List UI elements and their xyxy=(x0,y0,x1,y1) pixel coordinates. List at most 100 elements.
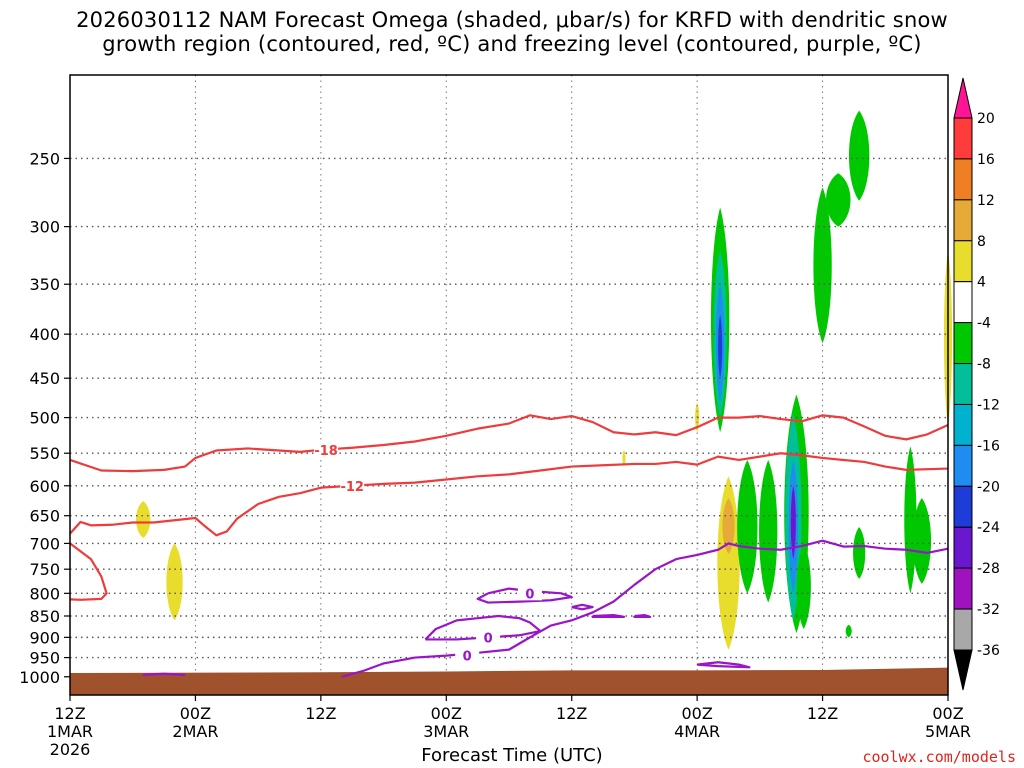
colorbar-label-3: 8 xyxy=(977,234,986,250)
omega-blob-16 xyxy=(796,543,811,629)
x-tick-label-4: 12Z xyxy=(556,704,587,723)
plot-frame xyxy=(69,74,949,696)
grid-layer xyxy=(70,75,948,695)
contour-temperature-1 xyxy=(69,452,949,537)
omega-blob-17 xyxy=(813,187,832,344)
omega-blob-11 xyxy=(759,459,778,603)
contour-label-3: 0 xyxy=(463,650,472,665)
omega-blob-23 xyxy=(912,498,932,584)
chart-title-line-2: growth region (contoured, red, ºC) and f… xyxy=(102,32,922,56)
contour-label-bg-5 xyxy=(517,585,542,601)
colorbar-band-4 xyxy=(953,281,973,324)
contour-freezing-8 xyxy=(633,614,652,618)
y-axis: 250 300 350 400 450 500 550 600 650 700 750 800 850 9… xyxy=(19,149,70,687)
y-tick-label-250: 250 xyxy=(29,149,60,168)
colorbar-label-7: -12 xyxy=(977,397,1000,413)
colorbar-band-3 xyxy=(953,240,973,283)
x-tick-label-5: 00Z xyxy=(681,704,712,723)
colorbar-band-5 xyxy=(953,322,973,365)
contour-freezing-9 xyxy=(697,661,751,669)
contour-temperature-2 xyxy=(69,542,108,601)
omega-blob-21 xyxy=(845,624,852,638)
x-tick-sublabel-3-0: 3MAR xyxy=(423,722,469,741)
omega-blob-20 xyxy=(853,527,866,580)
colorbar-label-6: -8 xyxy=(977,357,991,373)
contour-freezing-7 xyxy=(591,614,626,618)
x-tick-sublabel-7-0: 5MAR xyxy=(925,722,971,741)
omega-blob-10 xyxy=(737,459,758,594)
contour-temperature-0 xyxy=(69,414,949,473)
colorbar-band-8 xyxy=(953,444,973,487)
credit-text[interactable]: coolwx.com/models xyxy=(862,748,1016,766)
y-tick-label-800: 800 xyxy=(29,584,60,603)
contour-freezing-10 xyxy=(143,672,186,676)
contour-freezing-6 xyxy=(571,603,594,611)
colorbar-band-12 xyxy=(953,608,973,651)
contour-label-bg-3 xyxy=(455,647,480,663)
y-tick-label-550: 550 xyxy=(29,444,60,463)
x-tick-sublabel-1-0: 2MAR xyxy=(172,722,218,741)
y-tick-label-600: 600 xyxy=(29,477,60,496)
colorbar-label-5: -4 xyxy=(977,316,991,332)
colorbar-legend: 20 16 12 8 4 -4 -8 -12 -16 -20 -24 -28 -32 -36 xyxy=(953,77,1000,691)
omega-blob-19 xyxy=(848,110,870,201)
colorbar-band-0 xyxy=(953,117,973,160)
y-tick-label-850: 850 xyxy=(29,607,60,626)
contour-label-bg-4 xyxy=(476,629,501,645)
colorbar-label-2: 12 xyxy=(977,193,995,209)
terrain-layer xyxy=(70,667,948,695)
y-tick-label-300: 300 xyxy=(29,218,60,237)
colorbar-label-13: -36 xyxy=(977,643,1000,659)
contour-label-bg-1 xyxy=(340,477,365,493)
colorbar-label-4: 4 xyxy=(977,275,986,291)
contour-label-0: -18 xyxy=(314,444,338,459)
colorbar-bottom-arrow xyxy=(953,649,973,691)
omega-blob-9 xyxy=(718,314,723,379)
x-tick-label-6: 12Z xyxy=(807,704,838,723)
x-tick-label-3: 00Z xyxy=(431,704,462,723)
contour-label-5: 0 xyxy=(525,587,534,602)
omega-blob-22 xyxy=(904,446,917,594)
y-tick-label-1000: 1000 xyxy=(19,668,60,687)
colorbar-label-9: -20 xyxy=(977,479,1000,495)
omega-blob-15 xyxy=(790,485,796,560)
colorbar-label-0: 20 xyxy=(977,111,995,127)
omega-shading-layer xyxy=(136,110,953,650)
colorbar-band-6 xyxy=(953,363,973,405)
omega-blob-1 xyxy=(166,543,183,621)
y-tick-label-750: 750 xyxy=(29,560,60,579)
x-tick-label-7: 00Z xyxy=(932,704,963,723)
y-tick-label-400: 400 xyxy=(29,325,60,344)
terrain-surface xyxy=(70,667,948,695)
x-tick-label-0: 12Z xyxy=(54,704,85,723)
y-tick-label-350: 350 xyxy=(29,275,60,294)
y-tick-label-900: 900 xyxy=(29,628,60,647)
colorbar-label-1: 16 xyxy=(977,152,995,168)
x-tick-label-1: 00Z xyxy=(180,704,211,723)
y-tick-label-700: 700 xyxy=(29,534,60,553)
colorbar-top-arrow xyxy=(953,77,973,119)
contour-label-4: 0 xyxy=(484,631,493,646)
y-tick-label-450: 450 xyxy=(29,369,60,388)
colorbar-band-7 xyxy=(953,403,973,446)
y-tick-label-650: 650 xyxy=(29,507,60,526)
omega-blob-18 xyxy=(826,173,851,227)
omega-blob-5 xyxy=(722,498,735,554)
colorbar-label-12: -32 xyxy=(977,602,1000,618)
colorbar-label-8: -16 xyxy=(977,438,1000,454)
omega-blob-3 xyxy=(622,449,626,467)
x-tick-sublabel-0-0: 1MAR xyxy=(47,722,93,741)
colorbar-label-11: -28 xyxy=(977,561,1000,577)
chart-title-line-1: 2026030112 NAM Forecast Omega (shaded, μ… xyxy=(76,8,948,32)
colorbar-band-11 xyxy=(953,567,973,610)
colorbar-label-10: -24 xyxy=(977,520,1000,536)
colorbar-band-9 xyxy=(953,485,973,528)
y-tick-label-950: 950 xyxy=(29,649,60,668)
y-tick-label-500: 500 xyxy=(29,409,60,428)
contour-label-1: -12 xyxy=(340,480,364,495)
colorbar-band-10 xyxy=(953,526,973,569)
omega-blob-0 xyxy=(136,501,151,539)
